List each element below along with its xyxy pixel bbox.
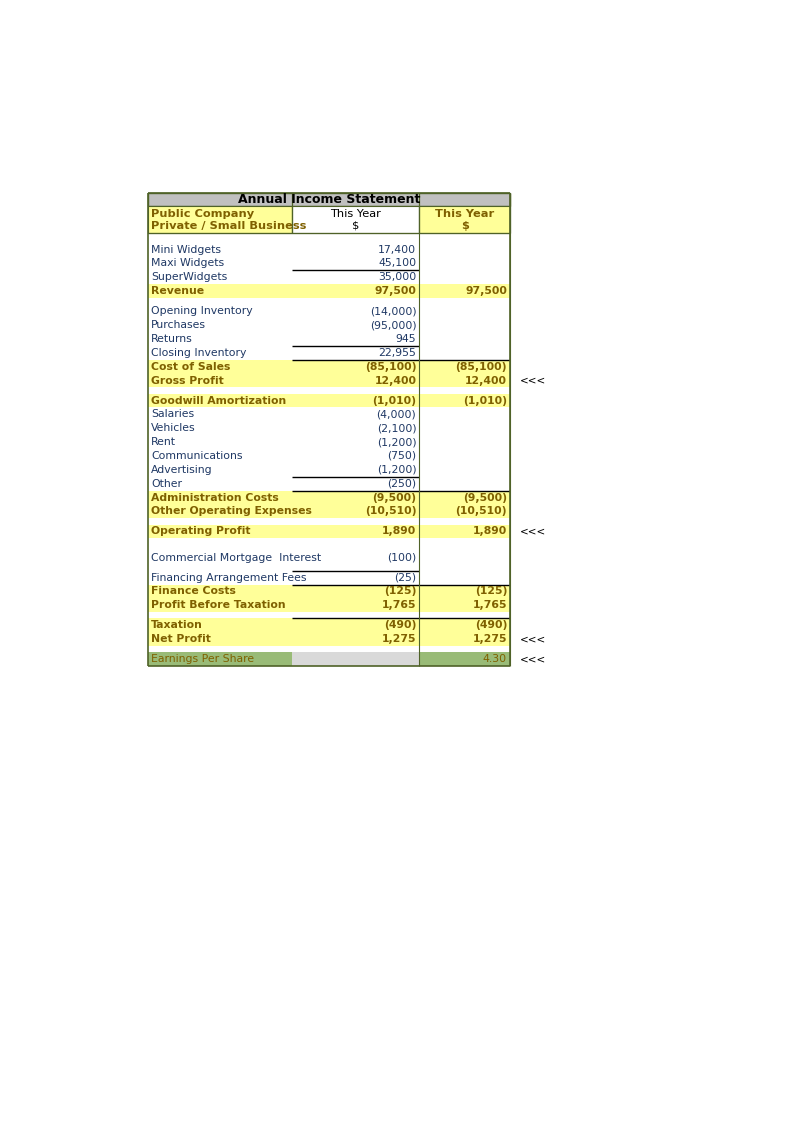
Text: 22,955: 22,955 bbox=[378, 347, 417, 357]
Text: 17,400: 17,400 bbox=[378, 245, 417, 255]
Text: Private / Small Business: Private / Small Business bbox=[151, 220, 307, 230]
Text: (125): (125) bbox=[384, 587, 417, 597]
Text: 1,890: 1,890 bbox=[473, 526, 507, 536]
Bar bbox=[148, 618, 510, 633]
Text: 4.30: 4.30 bbox=[483, 654, 507, 664]
Text: Returns: Returns bbox=[151, 334, 193, 344]
Text: Closing Inventory: Closing Inventory bbox=[151, 347, 246, 357]
Text: 1,275: 1,275 bbox=[382, 634, 417, 644]
Text: (490): (490) bbox=[384, 620, 417, 631]
Bar bbox=[148, 490, 510, 505]
Text: Revenue: Revenue bbox=[151, 287, 204, 297]
Text: (1,010): (1,010) bbox=[372, 396, 417, 406]
Text: Rent: Rent bbox=[151, 437, 176, 447]
Text: 45,100: 45,100 bbox=[378, 259, 417, 269]
Text: $: $ bbox=[461, 220, 469, 230]
Text: (1,010): (1,010) bbox=[463, 396, 507, 406]
Text: 1,765: 1,765 bbox=[472, 600, 507, 610]
Text: (1,200): (1,200) bbox=[377, 437, 417, 447]
Text: <<<: <<< bbox=[519, 654, 545, 664]
Text: 35,000: 35,000 bbox=[378, 272, 417, 282]
Text: (490): (490) bbox=[475, 620, 507, 631]
Text: Earnings Per Share: Earnings Per Share bbox=[151, 654, 254, 664]
Text: Net Profit: Net Profit bbox=[151, 634, 211, 644]
Text: 12,400: 12,400 bbox=[465, 375, 507, 386]
Text: (10,510): (10,510) bbox=[365, 507, 417, 516]
Text: (85,100): (85,100) bbox=[365, 362, 417, 372]
Text: Other: Other bbox=[151, 479, 182, 489]
Text: (95,000): (95,000) bbox=[370, 320, 417, 330]
Text: (750): (750) bbox=[387, 451, 417, 461]
Text: Commercial Mortgage  Interest: Commercial Mortgage Interest bbox=[151, 553, 321, 563]
Text: <<<: <<< bbox=[519, 526, 545, 536]
Bar bbox=[148, 598, 510, 613]
Bar bbox=[148, 652, 292, 667]
Text: Other Operating Expenses: Other Operating Expenses bbox=[151, 507, 312, 516]
Text: (9,500): (9,500) bbox=[463, 492, 507, 502]
Bar bbox=[148, 525, 510, 538]
Bar bbox=[292, 207, 420, 233]
Bar bbox=[148, 393, 510, 408]
Bar bbox=[292, 652, 420, 667]
Text: Maxi Widgets: Maxi Widgets bbox=[151, 259, 224, 269]
Text: Cost of Sales: Cost of Sales bbox=[151, 362, 231, 372]
Text: 1,890: 1,890 bbox=[382, 526, 417, 536]
Bar bbox=[148, 505, 510, 518]
Text: Mini Widgets: Mini Widgets bbox=[151, 245, 221, 255]
Text: (25): (25) bbox=[394, 572, 417, 582]
Text: (2,100): (2,100) bbox=[377, 424, 417, 433]
Text: Financing Arrangement Fees: Financing Arrangement Fees bbox=[151, 572, 307, 582]
Bar bbox=[148, 584, 510, 598]
Text: (250): (250) bbox=[387, 479, 417, 489]
Text: 12,400: 12,400 bbox=[374, 375, 417, 386]
Text: Goodwill Amortization: Goodwill Amortization bbox=[151, 396, 286, 406]
Text: 1,765: 1,765 bbox=[382, 600, 417, 610]
Text: Profit Before Taxation: Profit Before Taxation bbox=[151, 600, 286, 610]
Bar bbox=[148, 373, 510, 388]
Text: SuperWidgets: SuperWidgets bbox=[151, 272, 227, 282]
Text: Annual Income Statement: Annual Income Statement bbox=[238, 193, 421, 206]
Text: This Year: This Year bbox=[330, 209, 381, 218]
Text: (4,000): (4,000) bbox=[377, 409, 417, 419]
Text: Opening Inventory: Opening Inventory bbox=[151, 306, 253, 316]
Bar bbox=[420, 652, 510, 667]
Text: This Year: This Year bbox=[435, 209, 494, 218]
Bar bbox=[148, 633, 510, 646]
Text: Public Company: Public Company bbox=[151, 209, 254, 218]
Text: Gross Profit: Gross Profit bbox=[151, 375, 224, 386]
Bar bbox=[148, 284, 510, 298]
Text: $: $ bbox=[352, 220, 359, 230]
Text: Operating Profit: Operating Profit bbox=[151, 526, 250, 536]
Bar bbox=[148, 360, 510, 373]
Text: Finance Costs: Finance Costs bbox=[151, 587, 236, 597]
Text: Communications: Communications bbox=[151, 451, 242, 461]
Text: (1,200): (1,200) bbox=[377, 465, 417, 474]
Text: (9,500): (9,500) bbox=[372, 492, 417, 502]
Text: 97,500: 97,500 bbox=[465, 287, 507, 297]
Bar bbox=[148, 207, 292, 233]
Text: Advertising: Advertising bbox=[151, 465, 213, 474]
Bar bbox=[148, 192, 510, 207]
Text: Administration Costs: Administration Costs bbox=[151, 492, 279, 502]
Text: <<<: <<< bbox=[519, 634, 545, 644]
Text: 1,275: 1,275 bbox=[472, 634, 507, 644]
Text: (10,510): (10,510) bbox=[456, 507, 507, 516]
Text: (125): (125) bbox=[475, 587, 507, 597]
Text: Purchases: Purchases bbox=[151, 320, 206, 330]
Text: Taxation: Taxation bbox=[151, 620, 204, 631]
Bar bbox=[420, 207, 510, 233]
Text: Vehicles: Vehicles bbox=[151, 424, 196, 433]
Text: (100): (100) bbox=[387, 553, 417, 563]
Text: <<<: <<< bbox=[519, 375, 545, 386]
Text: Salaries: Salaries bbox=[151, 409, 195, 419]
Text: (14,000): (14,000) bbox=[370, 306, 417, 316]
Text: 97,500: 97,500 bbox=[374, 287, 417, 297]
Text: 945: 945 bbox=[396, 334, 417, 344]
Text: (85,100): (85,100) bbox=[456, 362, 507, 372]
